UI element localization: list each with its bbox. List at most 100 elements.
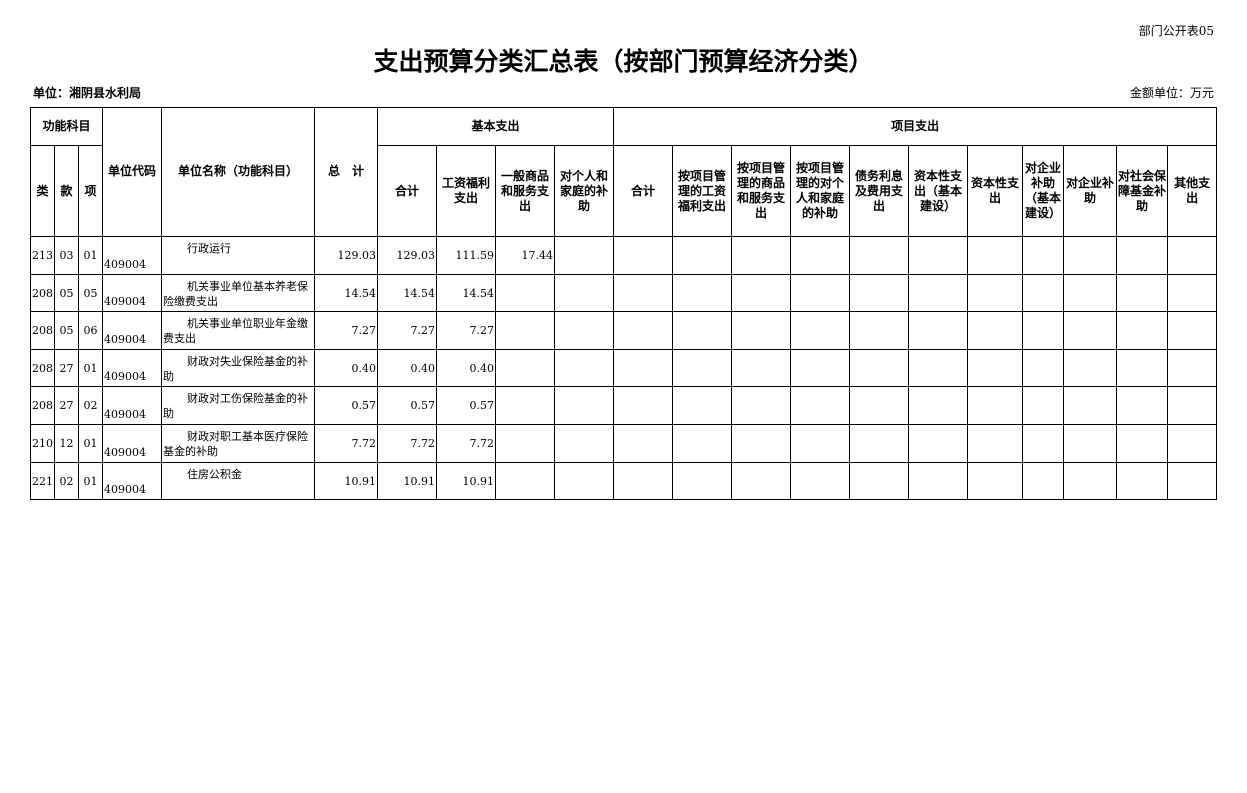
cell-empty xyxy=(672,311,733,350)
cell-empty xyxy=(1022,386,1065,425)
cell-empty xyxy=(731,423,792,463)
cell-b-wage: 14.54 xyxy=(436,273,497,313)
cell-xiang: 01 xyxy=(77,423,104,463)
cell-empty xyxy=(1167,273,1218,313)
header-basic-col: 合计 xyxy=(377,145,438,237)
cell-lei: 208 xyxy=(30,273,55,313)
cell-xiang: 05 xyxy=(77,273,104,313)
cell-empty xyxy=(908,311,969,350)
cell-b-total: 0.57 xyxy=(377,386,438,425)
header-project-col: 资本性支出（基本建设） xyxy=(908,145,969,237)
header-project-col: 债务利息及费用支出 xyxy=(849,145,910,237)
cell-empty xyxy=(613,386,674,425)
cell-empty xyxy=(613,273,674,313)
cell-total: 7.27 xyxy=(314,311,379,350)
cell-b-goods xyxy=(495,348,556,388)
cell-b-total: 14.54 xyxy=(377,273,438,313)
cell-empty xyxy=(613,236,674,275)
cell-empty xyxy=(790,386,851,425)
cell-xiang: 01 xyxy=(77,348,104,388)
cell-kuan: 03 xyxy=(54,236,79,275)
unit-label: 单位：湘阴县水利局 xyxy=(33,86,142,100)
header-xiang: 项 xyxy=(77,145,104,237)
cell-empty xyxy=(554,348,615,388)
cell-code: 409004 xyxy=(102,311,163,350)
cell-empty xyxy=(908,273,969,313)
cell-lei: 208 xyxy=(30,348,55,388)
cell-empty xyxy=(731,348,792,388)
cell-empty xyxy=(731,386,792,425)
table-row: 208 05 06 409004 机关事业单位职业年金缴费支出 7.27 7.27 7.27 xyxy=(30,311,1218,350)
cell-b-wage: 0.40 xyxy=(436,348,497,388)
cell-name: 机关事业单位基本养老保险缴费支出 xyxy=(161,273,316,313)
cell-empty xyxy=(613,461,674,501)
cell-empty xyxy=(908,236,969,275)
cell-b-total: 7.27 xyxy=(377,311,438,350)
cell-b-wage: 0.57 xyxy=(436,386,497,425)
cell-total: 129.03 xyxy=(314,236,379,275)
cell-code: 409004 xyxy=(102,461,163,501)
cell-empty xyxy=(1063,348,1118,388)
header-basic-col: 对个人和家庭的补助 xyxy=(554,145,615,237)
cell-name: 机关事业单位职业年金缴费支出 xyxy=(161,311,316,350)
cell-empty xyxy=(1167,461,1218,501)
cell-total: 0.57 xyxy=(314,386,379,425)
cell-empty xyxy=(1167,386,1218,425)
header-project-col: 其他支出 xyxy=(1167,145,1218,237)
table-row: 221 02 01 409004 住房公积金 10.91 10.91 10.91 xyxy=(30,461,1218,501)
table-row: 213 03 01 409004 行政运行 129.03 129.03 111.59 17.44 xyxy=(30,236,1218,275)
cell-empty xyxy=(672,236,733,275)
cell-name: 住房公积金 xyxy=(161,461,316,501)
cell-empty xyxy=(613,423,674,463)
cell-empty xyxy=(1116,461,1169,501)
cell-total: 7.72 xyxy=(314,423,379,463)
header-project-col: 资本性支出 xyxy=(967,145,1024,237)
header-project-col: 按项目管理的对个人和家庭的补助 xyxy=(790,145,851,237)
cell-empty xyxy=(1116,386,1169,425)
cell-empty xyxy=(1167,348,1218,388)
cell-code: 409004 xyxy=(102,386,163,425)
header-total: 总 计 xyxy=(314,107,379,237)
cell-empty xyxy=(672,423,733,463)
cell-kuan: 05 xyxy=(54,273,79,313)
cell-empty xyxy=(1022,461,1065,501)
cell-name: 财政对职工基本医疗保险基金的补助 xyxy=(161,423,316,463)
cell-kuan: 02 xyxy=(54,461,79,501)
cell-xiang: 06 xyxy=(77,311,104,350)
cell-b-goods xyxy=(495,273,556,313)
money-unit-label: 金额单位：万元 xyxy=(1129,86,1214,100)
header-lei: 类 xyxy=(30,145,55,237)
page-title: 支出预算分类汇总表（按部门预算经济分类） xyxy=(373,47,874,76)
cell-code: 409004 xyxy=(102,348,163,388)
cell-b-goods xyxy=(495,386,556,425)
cell-b-total: 0.40 xyxy=(377,348,438,388)
cell-empty xyxy=(1063,273,1118,313)
cell-b-wage: 7.27 xyxy=(436,311,497,350)
header-project-col: 对企业补助 xyxy=(1063,145,1118,237)
cell-empty xyxy=(1167,236,1218,275)
cell-name: 财政对工伤保险基金的补助 xyxy=(161,386,316,425)
cell-empty xyxy=(967,386,1024,425)
cell-empty xyxy=(1116,236,1169,275)
header-basic-col: 工资福利支出 xyxy=(436,145,497,237)
header-project: 项目支出 xyxy=(613,107,1218,146)
cell-empty xyxy=(1022,311,1065,350)
cell-empty xyxy=(1063,461,1118,501)
cell-empty xyxy=(790,423,851,463)
cell-lei: 208 xyxy=(30,311,55,350)
cell-b-goods xyxy=(495,461,556,501)
header-project-col: 按项目管理的工资福利支出 xyxy=(672,145,733,237)
cell-total: 14.54 xyxy=(314,273,379,313)
cell-code: 409004 xyxy=(102,273,163,313)
cell-b-goods: 17.44 xyxy=(495,236,556,275)
cell-empty xyxy=(790,236,851,275)
cell-b-goods xyxy=(495,311,556,350)
cell-empty xyxy=(554,386,615,425)
cell-empty xyxy=(672,348,733,388)
cell-empty xyxy=(790,273,851,313)
cell-empty xyxy=(967,236,1024,275)
cell-empty xyxy=(1063,236,1118,275)
cell-empty xyxy=(790,348,851,388)
cell-empty xyxy=(1022,236,1065,275)
cell-empty xyxy=(554,461,615,501)
